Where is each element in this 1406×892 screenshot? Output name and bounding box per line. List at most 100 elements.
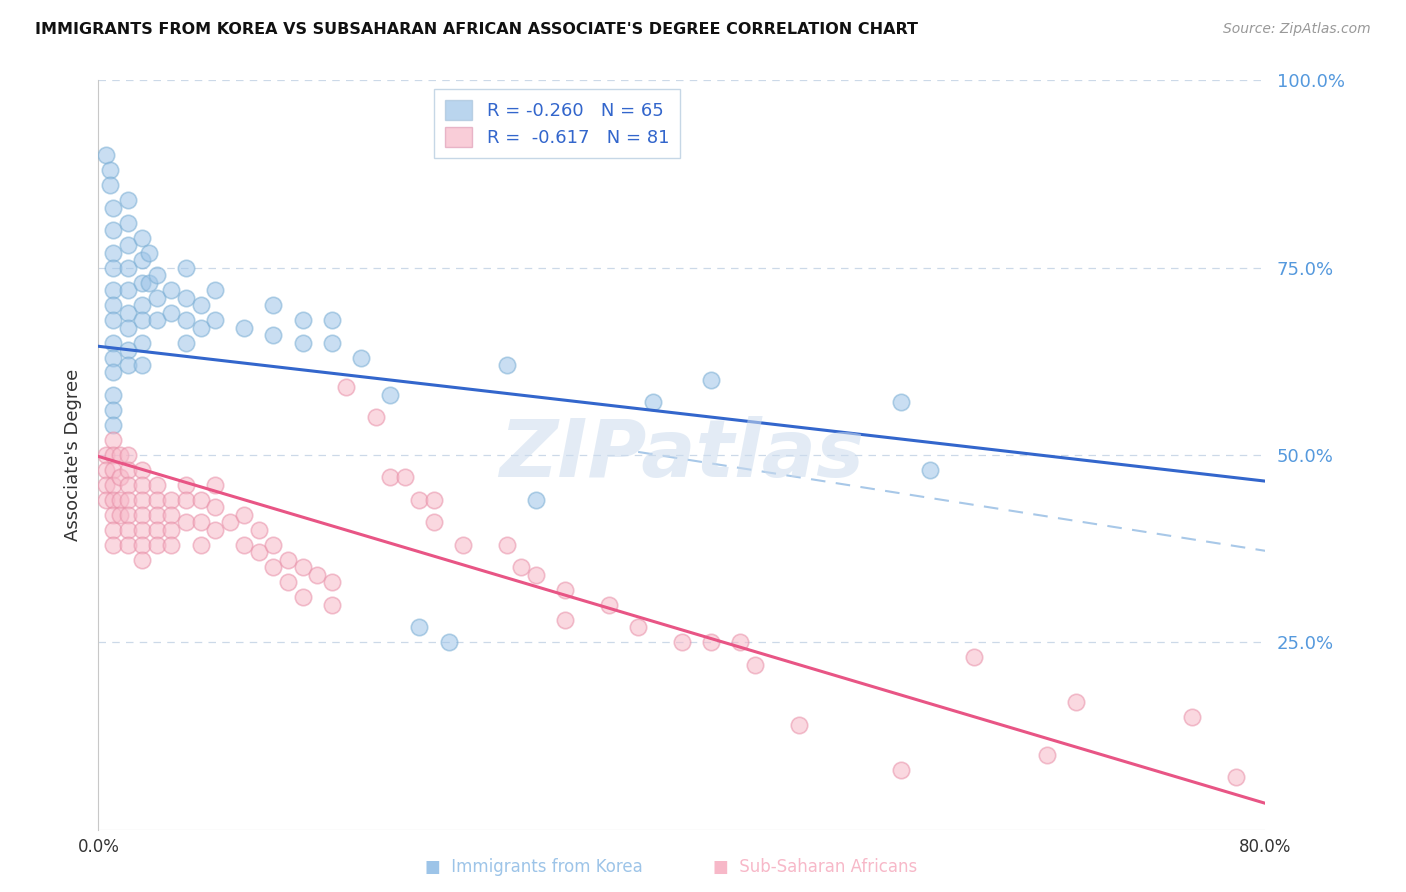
Point bbox=[146, 523, 169, 537]
Point bbox=[598, 598, 620, 612]
Point bbox=[131, 523, 153, 537]
Point bbox=[174, 313, 197, 327]
Point bbox=[131, 463, 153, 477]
Point bbox=[101, 538, 124, 552]
Point bbox=[321, 313, 343, 327]
Point bbox=[138, 276, 160, 290]
Point bbox=[204, 523, 226, 537]
Point bbox=[408, 492, 430, 507]
Point bbox=[146, 313, 169, 327]
Point bbox=[291, 335, 314, 350]
Point bbox=[101, 492, 124, 507]
Point bbox=[146, 508, 169, 522]
Point bbox=[131, 253, 153, 268]
Point bbox=[174, 478, 197, 492]
Point bbox=[117, 358, 139, 372]
Legend: R = -0.260   N = 65, R =  -0.617   N = 81: R = -0.260 N = 65, R = -0.617 N = 81 bbox=[434, 89, 681, 158]
Point bbox=[524, 567, 547, 582]
Point bbox=[671, 635, 693, 649]
Point bbox=[101, 403, 124, 417]
Point bbox=[190, 516, 212, 530]
Point bbox=[94, 448, 117, 462]
Point bbox=[117, 260, 139, 275]
Point bbox=[174, 492, 197, 507]
Point bbox=[117, 508, 139, 522]
Point bbox=[262, 298, 284, 312]
Point bbox=[160, 283, 183, 297]
Point bbox=[94, 492, 117, 507]
Point bbox=[94, 463, 117, 477]
Point bbox=[190, 538, 212, 552]
Point bbox=[291, 313, 314, 327]
Point bbox=[174, 260, 197, 275]
Point bbox=[174, 516, 197, 530]
Point bbox=[146, 478, 169, 492]
Point bbox=[190, 492, 212, 507]
Point bbox=[101, 223, 124, 237]
Point bbox=[291, 560, 314, 574]
Point bbox=[131, 313, 153, 327]
Point bbox=[962, 650, 984, 665]
Point bbox=[131, 478, 153, 492]
Point bbox=[146, 291, 169, 305]
Point bbox=[117, 538, 139, 552]
Point bbox=[131, 276, 153, 290]
Point bbox=[131, 298, 153, 312]
Point bbox=[131, 358, 153, 372]
Point bbox=[350, 351, 373, 365]
Point bbox=[131, 553, 153, 567]
Point bbox=[190, 298, 212, 312]
Point bbox=[321, 335, 343, 350]
Point bbox=[554, 582, 576, 597]
Point bbox=[138, 245, 160, 260]
Point bbox=[101, 298, 124, 312]
Point bbox=[101, 388, 124, 402]
Point bbox=[98, 178, 121, 193]
Point bbox=[117, 463, 139, 477]
Y-axis label: Associate's Degree: Associate's Degree bbox=[63, 368, 82, 541]
Point bbox=[1225, 770, 1247, 784]
Point bbox=[233, 538, 256, 552]
Point bbox=[496, 538, 519, 552]
Point bbox=[160, 538, 183, 552]
Point bbox=[101, 260, 124, 275]
Point bbox=[364, 410, 387, 425]
Point bbox=[218, 516, 240, 530]
Point bbox=[204, 478, 226, 492]
Point bbox=[380, 470, 402, 484]
Text: IMMIGRANTS FROM KOREA VS SUBSAHARAN AFRICAN ASSOCIATE'S DEGREE CORRELATION CHART: IMMIGRANTS FROM KOREA VS SUBSAHARAN AFRI… bbox=[35, 22, 918, 37]
Point bbox=[101, 351, 124, 365]
Point bbox=[160, 305, 183, 319]
Point bbox=[101, 283, 124, 297]
Point bbox=[101, 335, 124, 350]
Point bbox=[423, 516, 446, 530]
Point bbox=[146, 538, 169, 552]
Point bbox=[408, 620, 430, 634]
Point bbox=[247, 523, 270, 537]
Point bbox=[262, 560, 284, 574]
Point bbox=[524, 492, 547, 507]
Point bbox=[1064, 695, 1087, 709]
Point bbox=[700, 373, 723, 387]
Point bbox=[101, 508, 124, 522]
Point bbox=[131, 538, 153, 552]
Point bbox=[101, 523, 124, 537]
Point bbox=[190, 320, 212, 334]
Point bbox=[627, 620, 650, 634]
Point bbox=[335, 380, 357, 394]
Point bbox=[277, 575, 299, 590]
Point bbox=[117, 238, 139, 252]
Point bbox=[131, 508, 153, 522]
Point bbox=[321, 575, 343, 590]
Text: ■  Immigrants from Korea: ■ Immigrants from Korea bbox=[426, 858, 643, 876]
Point bbox=[101, 448, 124, 462]
Point bbox=[233, 320, 256, 334]
Point bbox=[890, 763, 912, 777]
Point bbox=[233, 508, 256, 522]
Point bbox=[117, 492, 139, 507]
Point bbox=[160, 492, 183, 507]
Point bbox=[918, 463, 941, 477]
Point bbox=[1181, 710, 1204, 724]
Point bbox=[554, 613, 576, 627]
Point bbox=[131, 492, 153, 507]
